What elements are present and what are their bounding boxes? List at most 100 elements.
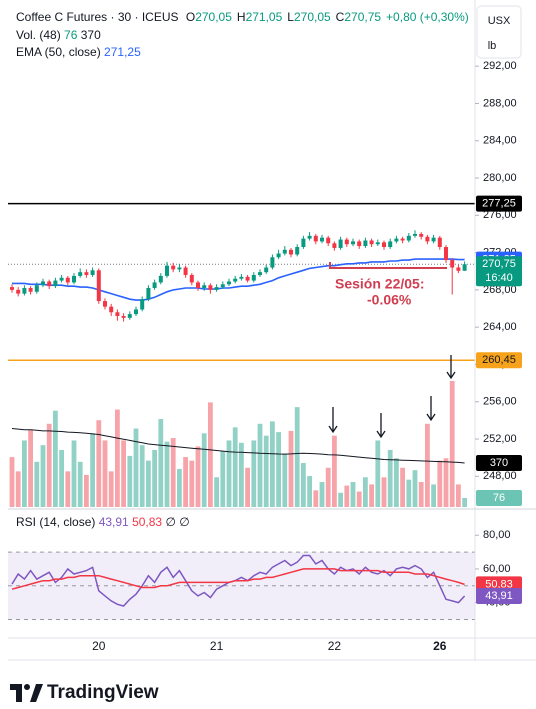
candle-body <box>462 264 467 271</box>
candle-body <box>208 285 213 290</box>
x-tick-label: 21 <box>210 639 224 653</box>
volume-bar <box>257 423 263 507</box>
volume-bar <box>71 440 77 507</box>
candle-body <box>351 241 355 245</box>
y-tick-label: 284,00 <box>483 135 517 147</box>
candle-body <box>313 235 318 242</box>
candle-body <box>214 287 219 290</box>
candle-body <box>84 272 89 275</box>
price-tag <box>476 455 522 472</box>
rsi-legend: RSI (14, close) 43,91 50,83 ∅ ∅ <box>16 515 190 529</box>
candle-body <box>251 274 256 281</box>
candle-body <box>444 247 448 261</box>
price-tag-label: 76 <box>493 492 505 504</box>
candle-body <box>171 265 176 270</box>
unit-text: USX <box>488 15 511 27</box>
y-tick-label: 268,00 <box>483 284 517 296</box>
ohlc-key: L <box>287 10 294 24</box>
ema-value: 271,25 <box>104 45 141 59</box>
price-tag <box>476 588 522 605</box>
candle-body <box>22 288 27 294</box>
candle-body <box>375 242 380 245</box>
rsi-value: 43,91 <box>99 515 129 529</box>
candle-body <box>406 235 411 241</box>
candle-body <box>456 267 461 271</box>
rsi-line <box>11 554 466 607</box>
candle-body <box>189 274 194 283</box>
arrow <box>426 396 436 422</box>
candle-body <box>400 238 405 241</box>
price-tag-label: 43,91 <box>485 590 513 602</box>
volume-bar <box>53 410 58 507</box>
ohlc-value: 270,05 <box>294 10 331 24</box>
volume-bar <box>381 477 387 507</box>
candle-body <box>437 237 442 248</box>
price-tag-label: 50,83 <box>485 578 513 590</box>
candle-body <box>28 288 33 292</box>
ema-name: EMA (50, close) <box>16 45 101 59</box>
rsi-ma-value: 50,83 <box>132 515 162 529</box>
candle-body <box>431 237 436 242</box>
candle-body <box>183 267 188 275</box>
x-tick-label: 26 <box>433 639 447 653</box>
volume-bar <box>270 421 275 507</box>
candle-body <box>72 275 76 283</box>
volume-bar <box>375 440 381 507</box>
candle-body <box>59 277 64 281</box>
rsi-line <box>11 568 465 590</box>
y-tick-label: 252,00 <box>483 433 517 445</box>
price-tag-label: 277,25 <box>482 198 516 210</box>
rsi-name: RSI (14, close) <box>16 515 95 529</box>
candle-body <box>233 278 238 282</box>
candle-body <box>103 301 107 307</box>
candle-body <box>450 260 455 268</box>
volume-bar <box>251 440 257 507</box>
brand: TradingView <box>10 682 159 703</box>
candle-body <box>239 276 244 279</box>
rsi-extra: ∅ ∅ <box>165 515 189 529</box>
volume-bar <box>294 407 300 507</box>
candle-body <box>276 253 281 258</box>
volume-bar <box>170 438 176 507</box>
volume-bar <box>338 492 343 507</box>
candle-body <box>177 267 182 270</box>
volume-bar <box>350 482 356 507</box>
brand-icon <box>10 684 22 702</box>
volume-bar <box>301 463 306 507</box>
unit-box[interactable] <box>476 5 522 59</box>
candle-body <box>78 272 83 276</box>
candle-body <box>90 270 95 275</box>
candle-body <box>53 280 58 287</box>
price-tag-label: 370 <box>490 457 508 469</box>
price-tag-label: 260,45 <box>482 354 516 366</box>
candle-body <box>419 233 424 237</box>
volume-value: 76 <box>64 28 78 42</box>
volume-bar <box>462 497 467 507</box>
volume-bar <box>232 427 238 507</box>
volume-bar <box>344 485 350 507</box>
volume-bar <box>90 433 95 507</box>
candle-body <box>10 287 14 290</box>
ohlc-slot <box>179 10 182 24</box>
candle-body <box>41 281 45 286</box>
candle-body <box>289 249 293 255</box>
volume-bar <box>226 440 232 507</box>
volume-bar <box>40 445 46 507</box>
change: +0,80 (+0,30%) <box>386 10 469 24</box>
candle-body <box>115 312 120 316</box>
ohlc-value: 270,05 <box>195 10 232 24</box>
candle-body <box>382 242 386 248</box>
annotations: Sesión 22/05: -0.06% <box>328 262 456 439</box>
volume-bar <box>96 420 102 507</box>
price-tag <box>476 256 522 287</box>
rsi-pane <box>8 551 475 620</box>
y-tick-label: 264,00 <box>483 321 517 333</box>
volume-bar <box>363 477 368 507</box>
ohlc-key: H <box>237 10 246 24</box>
volume-ma-line <box>11 428 465 464</box>
arrow <box>328 407 338 434</box>
volume-bar <box>152 449 157 507</box>
volume-bar <box>369 484 374 507</box>
volume-bar <box>394 458 399 507</box>
volume-bar <box>183 457 188 507</box>
